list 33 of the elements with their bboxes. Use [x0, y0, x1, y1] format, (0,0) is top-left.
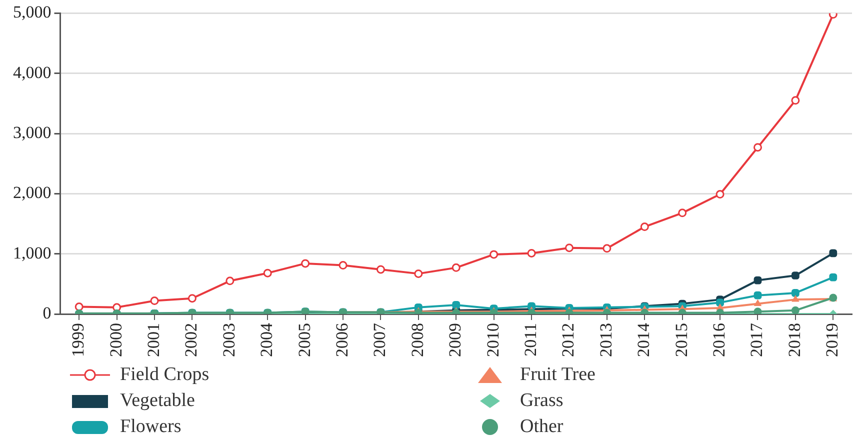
x-tick-label: 2016	[710, 323, 729, 357]
legend-label: Fruit Tree	[520, 364, 596, 386]
x-tick-label: 2009	[446, 323, 465, 357]
x-tick-label: 1999	[68, 323, 88, 357]
legend-label: Grass	[520, 390, 564, 412]
legend-label: Other	[520, 416, 564, 438]
x-tick-label: 2004	[257, 322, 276, 357]
x-tick-label: 2001	[144, 323, 163, 357]
legend-label: Vegetable	[120, 390, 195, 412]
x-tick-label: 2003	[219, 323, 238, 357]
x-tick-label: 2008	[408, 323, 427, 357]
x-tick-label: 2002	[182, 323, 201, 357]
y-tick-label: 2,000	[13, 183, 52, 202]
x-tick-label: 2007	[370, 322, 390, 357]
x-tick-label: 2018	[784, 323, 804, 357]
x-tick-label: 2011	[521, 323, 540, 356]
x-tick-label: 2015	[672, 323, 691, 357]
legend-label: Flowers	[120, 416, 182, 438]
x-tick-label: 2017	[747, 322, 766, 357]
y-tick-label: 4,000	[13, 62, 52, 82]
legend-label: Field Crops	[120, 364, 210, 386]
y-tick-label: 1,000	[13, 243, 52, 262]
x-tick-label: 2012	[558, 323, 578, 357]
y-tick-label: 5,000	[13, 2, 52, 22]
y-tick-label: 0	[42, 303, 52, 322]
x-tick-label: 2006	[332, 323, 352, 357]
x-tick-label: 2019	[822, 323, 842, 357]
x-tick-label: 2014	[634, 322, 654, 357]
x-tick-label: 2000	[106, 323, 126, 357]
x-tick-label: 2010	[483, 323, 502, 357]
y-tick-label: 3,000	[13, 122, 52, 142]
x-tick-label: 2005	[294, 323, 314, 357]
x-tick-label: 2013	[596, 323, 616, 357]
